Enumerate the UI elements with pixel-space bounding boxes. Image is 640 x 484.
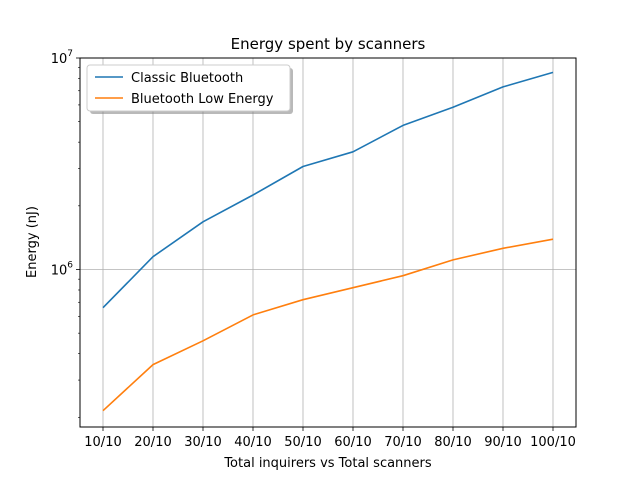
x-tick-label: 20/10 [134, 435, 171, 450]
plot-area-frame [79, 57, 577, 428]
y-tick-label: 107 [51, 49, 73, 67]
y-axis-label: Energy (nJ) [25, 206, 40, 278]
series-line-bluetooth-low-energy [102, 238, 554, 412]
x-axis-label: Total inquirers vs Total scanners [223, 456, 432, 471]
legend-entry-label: Classic Bluetooth [131, 71, 243, 86]
x-axis-ticks: 10/10 20/10 30/10 40/10 50/10 60/10 70/10 80/10… [84, 427, 576, 450]
y-tick-base: 10 [51, 52, 68, 67]
legend-box [86, 64, 291, 112]
x-tick-label: 30/10 [184, 435, 221, 450]
chart-title: Energy spent by scanners [231, 35, 426, 53]
x-tick-label: 90/10 [484, 435, 521, 450]
legend: Classic Bluetooth Bluetooth Low Energy [86, 64, 293, 114]
series-line-classic-bluetooth [102, 71, 554, 309]
x-tick-label: 80/10 [434, 435, 471, 450]
y-tick-exponent: 7 [67, 49, 73, 59]
y-tick-label: 106 [51, 260, 74, 278]
series-lines [102, 71, 554, 412]
x-tick-label: 100/10 [530, 435, 576, 450]
x-tick-label: 40/10 [234, 435, 271, 450]
x-tick-label: 10/10 [84, 435, 121, 450]
y-tick-base: 10 [51, 263, 68, 278]
x-tick-label: 60/10 [334, 435, 371, 450]
x-tick-label: 50/10 [284, 435, 321, 450]
legend-entry-label: Bluetooth Low Energy [131, 92, 274, 107]
y-tick-exponent: 6 [67, 260, 73, 270]
x-tick-label: 70/10 [384, 435, 421, 450]
